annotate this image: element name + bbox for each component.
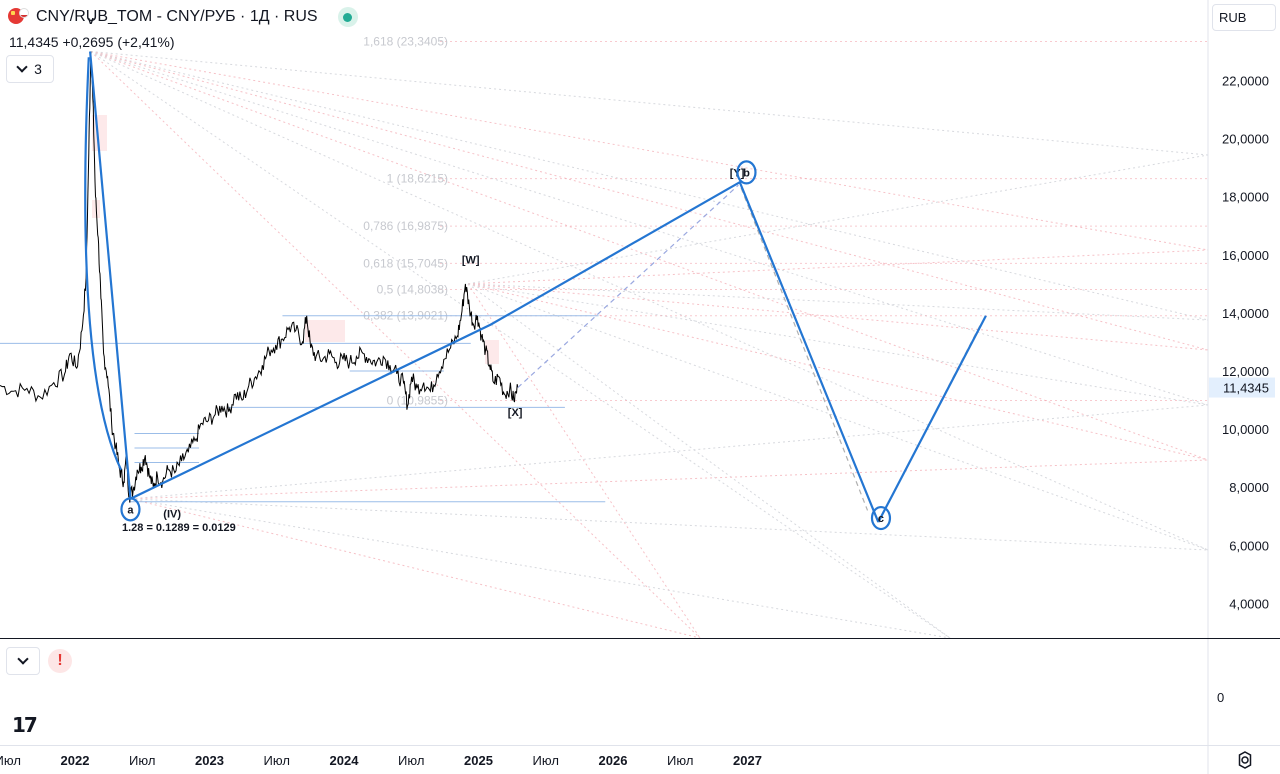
wave-label: c — [878, 513, 884, 525]
time-axis-tick-label: 2024 — [330, 753, 360, 768]
alert-icon[interactable]: ! — [48, 649, 72, 673]
price-axis-tick-label: 22,0000 — [1222, 74, 1269, 89]
time-axis-tick-label: Июл — [398, 753, 424, 768]
wave-projection-dashed-line — [517, 184, 739, 389]
quote-line: 11,4345 +0,2695 (+2,41%) — [9, 34, 175, 50]
wave-label: v — [88, 15, 95, 27]
lower-pane-toggle-button[interactable] — [6, 647, 40, 675]
time-axis-tick-label: Июл — [667, 753, 693, 768]
wave-main-line — [89, 51, 880, 523]
fib-fan-lines — [90, 50, 1209, 639]
fan-line — [468, 283, 1209, 351]
elliott-wave-path — [84, 51, 987, 523]
indicators-toggle-button[interactable]: 3 — [6, 55, 54, 83]
fan-line — [130, 404, 1209, 500]
fib-level-label: 0,5 (14,8038) — [377, 283, 448, 297]
fib-level-label: 0 (10,9855) — [387, 393, 448, 407]
wave-label: b — [743, 167, 750, 179]
fan-line — [90, 50, 1209, 156]
time-axis-tick-label: Июл — [264, 753, 290, 768]
wave-label: 1.28 = 0.1289 = 0.0129 — [122, 522, 236, 534]
time-axis-tick-label: 2027 — [733, 753, 762, 768]
price-axis-tick-label: 10,0000 — [1222, 422, 1269, 437]
fan-line — [90, 51, 701, 639]
price-axis-tick-label: 12,0000 — [1222, 364, 1269, 379]
fib-level-label: 0,618 (15,7045) — [363, 256, 448, 270]
wave-circle-mark — [120, 497, 141, 522]
fan-line — [130, 459, 1209, 500]
indicator-count: 3 — [34, 61, 42, 77]
fan-line — [130, 498, 701, 639]
current-price-tag — [1209, 377, 1275, 398]
fan-line — [90, 51, 951, 639]
wave-circle-mark — [736, 160, 757, 185]
time-axis-tick-label: Июл — [129, 753, 155, 768]
wave-projection-gray-line — [740, 187, 869, 511]
horizontal-lines — [0, 315, 606, 503]
price-axis-tick-label: 14,0000 — [1222, 306, 1269, 321]
symbol-title[interactable]: CNY/RUB_TOM - CNY/РУБ · 1Д · RUS — [36, 8, 318, 25]
time-axis-tick-label: Июл — [533, 753, 559, 768]
wave-final-line — [877, 315, 987, 523]
fan-line — [90, 50, 1209, 351]
wave-labels: va (IV)1.28 = 0.1289 = 0.0129[W][X][Y]bc — [88, 15, 892, 534]
wave-circle-mark — [870, 505, 892, 531]
current-price-label: 11,4345 — [1223, 381, 1269, 396]
wave-leg-curve — [84, 57, 123, 471]
wave-label: [X] — [508, 407, 523, 419]
cny-rub-flag-icon — [8, 8, 30, 26]
price-axis-tick-label: 20,0000 — [1222, 132, 1269, 147]
fan-line — [90, 50, 1209, 321]
wave-label: a — [127, 504, 134, 516]
wave-label: (IV) — [163, 509, 181, 521]
price-axis-tick-label: 18,0000 — [1222, 190, 1269, 205]
price-axis-tick-label: 6,0000 — [1229, 538, 1269, 553]
time-axis-tick-label: 2023 — [195, 753, 224, 768]
highlight-box — [485, 340, 499, 364]
fan-line — [467, 283, 951, 639]
price-axis-tick-label: 8,0000 — [1229, 480, 1269, 495]
currency-button[interactable]: RUB — [1212, 4, 1276, 31]
fan-line — [467, 283, 1209, 551]
fib-level-label: 1,618 (23,3405) — [363, 35, 448, 49]
highlight-box — [305, 320, 345, 342]
fan-line — [90, 50, 1209, 461]
market-open-icon[interactable] — [337, 7, 358, 27]
fib-level-label: 1 (18,6215) — [387, 172, 448, 186]
wave-label: [W] — [462, 255, 480, 267]
price-axis-tick-label: 4,0000 — [1229, 596, 1269, 611]
fan-line — [90, 50, 1209, 406]
fib-level-label: 0,786 (16,9875) — [363, 219, 448, 233]
fan-line — [130, 498, 1209, 551]
lower-pane-zero-label: 0 — [1217, 690, 1224, 705]
fan-line — [467, 283, 1209, 461]
fan-line — [467, 283, 701, 639]
symbol-header[interactable]: CNY/RUB_TOM - CNY/РУБ · 1Д · RUS — [8, 6, 358, 28]
time-axis-tick-label: 2022 — [61, 753, 90, 768]
tradingview-logo-icon[interactable]: 17 — [12, 713, 38, 737]
price-line — [0, 51, 519, 503]
chevron-down-icon — [16, 61, 28, 73]
price-axis-tick-label: 16,0000 — [1222, 248, 1269, 263]
time-axis-tick-label: 2026 — [599, 753, 628, 768]
gear-icon[interactable] — [1235, 750, 1255, 770]
fan-line — [467, 154, 1209, 285]
price-series — [0, 51, 519, 503]
fan-line — [90, 50, 1209, 551]
fan-line — [468, 283, 1209, 321]
fan-line — [468, 249, 1209, 285]
chevron-down-icon — [17, 653, 29, 665]
fan-line — [90, 50, 1209, 251]
time-axis-tick-label: 2025 — [464, 753, 493, 768]
fan-line — [130, 498, 951, 639]
time-axis-tick-label: Июл — [0, 753, 21, 768]
